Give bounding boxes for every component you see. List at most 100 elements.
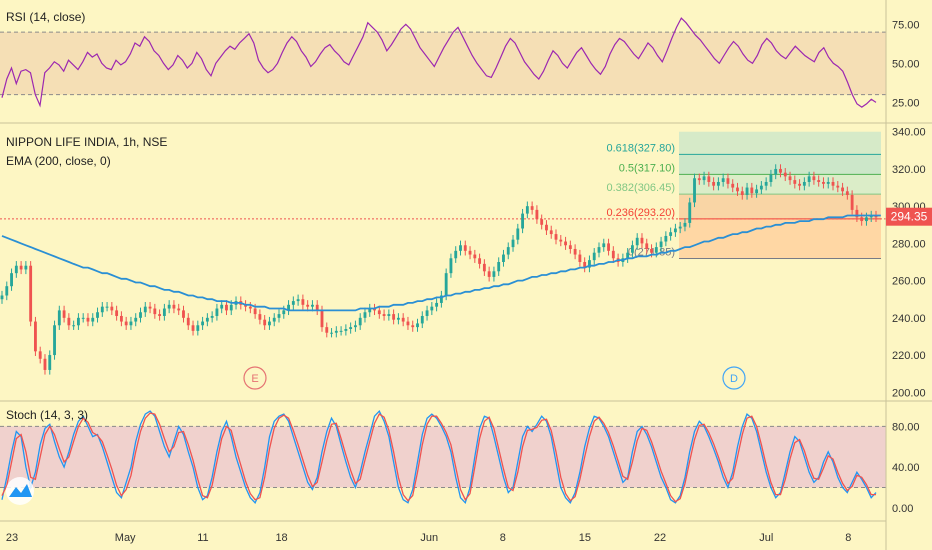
- candle: [268, 316, 271, 330]
- candle-body: [162, 308, 166, 316]
- fib-retracement[interactable]: 0.618(327.80) 0.5(317.10) 0.382(306.45) 0.2…: [607, 131, 882, 260]
- candle: [205, 313, 209, 327]
- candle-body: [731, 183, 735, 188]
- candle-body: [688, 202, 692, 223]
- time-tick-label: 15: [579, 532, 591, 544]
- candle-body: [826, 181, 830, 184]
- rsi-title[interactable]: RSI (14, close): [6, 10, 85, 24]
- candle-body: [759, 185, 763, 190]
- candle: [311, 300, 314, 312]
- candle-body: [320, 310, 324, 328]
- candle-body: [100, 306, 104, 313]
- candle-body: [850, 195, 854, 210]
- candle-body: [578, 254, 582, 262]
- candle-body: [53, 325, 56, 356]
- candle-body: [802, 181, 806, 186]
- candle: [473, 249, 477, 263]
- candles: [0, 164, 878, 375]
- stoch-k-line: [1, 409, 877, 505]
- candle-body: [344, 329, 348, 331]
- candle-body: [263, 319, 267, 326]
- stoch-tick-label: 80.00: [892, 421, 920, 433]
- candle: [110, 302, 114, 316]
- candle-body: [521, 213, 525, 229]
- candle-body: [831, 181, 835, 186]
- candle: [358, 313, 362, 330]
- candle-body: [124, 321, 128, 326]
- candle: [745, 182, 749, 200]
- candle-body: [411, 325, 415, 328]
- candle: [578, 249, 582, 267]
- candle: [148, 302, 152, 314]
- candle-body: [306, 304, 310, 307]
- candle-body: [96, 312, 99, 318]
- candle: [712, 177, 716, 191]
- candle: [263, 315, 267, 330]
- candle: [802, 177, 806, 191]
- candle-body: [373, 308, 376, 311]
- candle: [373, 303, 376, 316]
- candle: [401, 313, 405, 327]
- candle-body: [406, 321, 410, 326]
- candle-body: [788, 176, 792, 181]
- candle: [626, 248, 630, 263]
- candle: [774, 164, 778, 180]
- candle: [869, 210, 873, 222]
- candle-body: [14, 265, 18, 274]
- candle-body: [454, 250, 458, 259]
- candle: [210, 311, 214, 323]
- ema-title[interactable]: EMA (200, close, 0): [6, 154, 111, 168]
- candle-body: [148, 306, 152, 309]
- candle: [726, 173, 730, 189]
- candle-body: [301, 299, 305, 305]
- candle: [845, 186, 849, 200]
- candle: [177, 303, 181, 316]
- candle: [38, 346, 42, 364]
- candle-body: [72, 325, 76, 327]
- candle: [482, 259, 486, 276]
- candle: [487, 266, 491, 282]
- candle-body: [774, 168, 778, 175]
- candle: [535, 205, 539, 224]
- candle-body: [153, 308, 157, 315]
- candle-body: [396, 317, 400, 320]
- candle: [564, 236, 567, 250]
- candle-body: [697, 178, 701, 181]
- candle: [516, 223, 520, 245]
- candle-body: [478, 258, 482, 264]
- candle-body: [76, 317, 80, 326]
- candle-body: [62, 310, 66, 318]
- price-title[interactable]: NIPPON LIFE INDIA, 1h, NSE: [6, 135, 167, 149]
- candle: [764, 177, 768, 191]
- candle-body: [0, 295, 4, 300]
- candle: [755, 184, 759, 198]
- candle-body: [186, 317, 190, 326]
- tradingview-logo-icon[interactable]: [6, 477, 34, 505]
- stoch-d-line: [1, 412, 876, 503]
- candle: [172, 300, 176, 314]
- candle-body: [368, 308, 372, 313]
- candle-body: [349, 327, 353, 329]
- candle: [0, 290, 4, 304]
- candle: [196, 320, 200, 336]
- candle: [406, 316, 410, 330]
- candle: [855, 205, 859, 222]
- candle-body: [769, 174, 773, 182]
- candle-body: [702, 176, 706, 181]
- event-marker-d[interactable]: D: [722, 366, 746, 390]
- candle-body: [525, 206, 529, 214]
- candle-body: [311, 304, 314, 307]
- stoch-title[interactable]: Stoch (14, 3, 3): [6, 408, 88, 422]
- event-marker-e[interactable]: E: [243, 366, 267, 390]
- candle-body: [139, 312, 142, 318]
- candle-body: [635, 237, 639, 246]
- candle-body: [420, 315, 424, 324]
- candle-body: [726, 178, 730, 184]
- event-label: E: [251, 373, 258, 385]
- candle-body: [258, 314, 262, 320]
- candle-body: [721, 178, 725, 182]
- candle: [191, 320, 195, 336]
- candle: [750, 182, 754, 198]
- candle-body: [755, 189, 759, 194]
- candle: [779, 164, 782, 178]
